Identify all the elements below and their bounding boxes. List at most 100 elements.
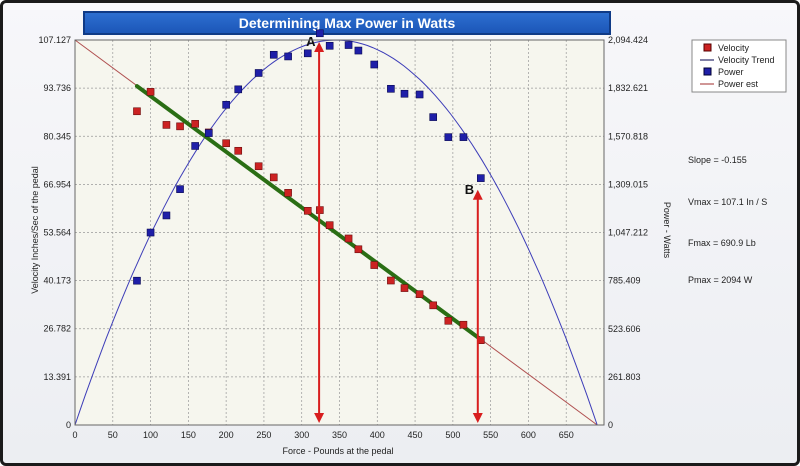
y-right-tick-label: 2,094.424 [608, 35, 648, 45]
power-point [284, 52, 292, 61]
power-point [146, 228, 155, 237]
axes-layer: 0 50 100 150 200 250 300 350 400 450 500 550 600 650 0… [38, 35, 648, 440]
power-point [234, 85, 243, 94]
legend-power-est-label: Power est [718, 79, 759, 89]
y-left-tick-label: 80.345 [43, 131, 71, 141]
y-right-tick-label: 1,047.212 [608, 228, 648, 238]
y-right-tick-label: 1,832.621 [608, 83, 648, 93]
power-point [344, 41, 353, 49]
velocity-point [370, 261, 379, 269]
y-left-tick-label: 40.173 [43, 276, 71, 286]
y-right-tick-label: 1,309.015 [608, 179, 648, 189]
x-tick-label: 0 [72, 430, 77, 440]
power-point [316, 29, 324, 38]
power-point [191, 142, 199, 150]
legend-power-marker [703, 67, 712, 76]
x-tick-label: 250 [256, 430, 271, 440]
x-tick-label: 650 [559, 430, 574, 440]
y-axis-left-title: Velocity Inches/Sec of the pedal [30, 166, 40, 294]
stat-fmax: Fmax = 690.9 Lb [688, 238, 756, 248]
stat-pmax: Pmax = 2094 W [688, 275, 753, 285]
y-left-tick-label: 93.736 [43, 83, 71, 93]
velocity-point [459, 320, 468, 329]
annotation-arrow-head [314, 42, 325, 52]
power-point [162, 211, 171, 220]
velocity-point [325, 221, 334, 229]
power-point [133, 276, 141, 285]
velocity-point [146, 88, 155, 96]
x-axis-title: Force - Pounds at the pedal [282, 446, 393, 456]
y-right-tick-label: 523.606 [608, 324, 641, 334]
annotation-label: A [306, 34, 316, 49]
power-point [204, 129, 213, 137]
y-left-tick-label: 26.782 [43, 324, 71, 334]
velocity-point [387, 276, 395, 285]
velocity-point [254, 162, 263, 171]
velocity-point [344, 234, 353, 243]
y-axis-right-title: Power - Watts [662, 202, 672, 259]
power-point [387, 84, 395, 93]
power-point [400, 89, 409, 98]
x-tick-label: 500 [445, 430, 460, 440]
power-point [459, 133, 468, 141]
y-right-tick-label: 785.409 [608, 276, 641, 286]
x-tick-label: 550 [483, 430, 498, 440]
power-point [444, 133, 453, 141]
annotation-label: B [465, 182, 474, 197]
y-right-tick-label: 0 [608, 420, 613, 430]
plot-border [74, 39, 605, 426]
power-point [370, 60, 379, 69]
x-tick-label: 300 [294, 430, 309, 440]
velocity-point [234, 146, 243, 155]
velocity-point [176, 122, 184, 131]
legend: Velocity Velocity Trend Power Power est [691, 39, 787, 93]
power-point [176, 185, 184, 193]
power-point [429, 113, 438, 121]
x-tick-label: 400 [370, 430, 385, 440]
legend-velocity-trend-label: Velocity Trend [718, 55, 775, 65]
chart-title: Determining Max Power in Watts [83, 11, 611, 35]
velocity-point [415, 290, 424, 298]
y-left-tick-label: 13.391 [43, 372, 71, 382]
stat-slope: Slope = -0.155 [688, 155, 747, 165]
velocity-point [269, 173, 278, 182]
power-point [303, 49, 312, 58]
x-tick-label: 350 [332, 430, 347, 440]
x-tick-label: 200 [219, 430, 234, 440]
power-point [222, 100, 230, 109]
power-point [354, 46, 363, 55]
x-tick-label: 600 [521, 430, 536, 440]
y-left-tick-label: 66.954 [43, 179, 71, 189]
x-tick-label: 100 [143, 430, 158, 440]
velocity-point [191, 120, 199, 128]
legend-velocity-label: Velocity [718, 43, 750, 53]
velocity-point [303, 207, 312, 215]
legend-power-label: Power [718, 67, 744, 77]
y-right-tick-label: 261.803 [608, 372, 641, 382]
x-tick-label: 50 [108, 430, 118, 440]
gridlines [75, 40, 604, 425]
velocity-point [444, 316, 453, 325]
stat-vmax: Vmax = 107.1 In / S [688, 197, 767, 207]
y-left-tick-label: 53.564 [43, 227, 71, 237]
power-point [477, 174, 485, 182]
velocity-point [222, 139, 230, 148]
annotation-arrow-head [472, 189, 483, 200]
x-tick-label: 450 [408, 430, 423, 440]
legend-box [691, 39, 787, 93]
power-point [415, 90, 424, 99]
x-tick-label: 150 [181, 430, 196, 440]
velocity-point [354, 245, 363, 254]
legend-velocity-marker [703, 43, 712, 52]
power-point [325, 41, 334, 50]
power-point [269, 50, 278, 59]
annotation-arrow-head [314, 413, 325, 423]
y-right-tick-label: 1,570.818 [608, 131, 648, 141]
velocity-point [133, 107, 141, 116]
velocity-point [162, 121, 171, 129]
annotation-arrow-head [472, 413, 483, 423]
velocity-point [429, 301, 438, 310]
velocity-point [400, 284, 409, 292]
power-point [254, 69, 263, 77]
